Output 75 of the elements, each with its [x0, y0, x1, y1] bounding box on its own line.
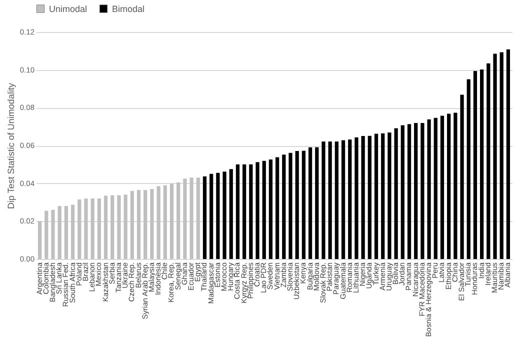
- bar: [64, 206, 68, 259]
- bar: [190, 178, 194, 259]
- bar: [104, 196, 108, 259]
- bar: [275, 157, 280, 259]
- bar: [315, 147, 319, 259]
- bar: [156, 186, 160, 259]
- bar: [486, 63, 490, 259]
- bar: [229, 169, 233, 259]
- bar: [130, 190, 134, 259]
- bar: [341, 140, 346, 259]
- bar: [308, 147, 312, 259]
- bar: [388, 132, 392, 259]
- bar: [84, 198, 88, 259]
- bar: [427, 119, 431, 259]
- bar: [256, 162, 260, 259]
- bar: [78, 199, 82, 259]
- bar: [394, 128, 398, 259]
- bar: [407, 124, 412, 259]
- bar: [117, 195, 121, 259]
- bar: [473, 70, 478, 259]
- bar: [124, 194, 128, 259]
- bar: [97, 198, 101, 259]
- bar: [447, 114, 451, 259]
- bar: [420, 122, 424, 259]
- bar: [400, 125, 404, 259]
- bar: [282, 154, 286, 259]
- bar: [295, 150, 299, 259]
- bar: [381, 133, 385, 259]
- bar: [144, 190, 148, 259]
- bar: [51, 210, 55, 259]
- legend-label: Bimodal: [112, 4, 145, 14]
- legend-label: Unimodal: [49, 4, 88, 14]
- bar: [210, 174, 214, 259]
- bar: [288, 152, 292, 259]
- bar: [506, 49, 510, 259]
- bar: [176, 182, 180, 259]
- y-axis-title: Dip Test Statistic of Unimodality: [6, 82, 16, 209]
- bar: [150, 189, 154, 259]
- bar: [183, 178, 187, 259]
- bar: [354, 137, 358, 259]
- bar: [493, 54, 497, 259]
- bar: [374, 134, 378, 259]
- bar: [170, 184, 174, 259]
- bar: [236, 164, 240, 259]
- bar: [262, 160, 266, 259]
- bar: [249, 164, 253, 259]
- bar: [202, 176, 207, 259]
- bar: [466, 79, 470, 259]
- bar: [90, 198, 94, 259]
- bar: [268, 160, 273, 259]
- bar: [454, 112, 458, 259]
- bar: [302, 150, 306, 259]
- bar: [440, 116, 444, 259]
- bar: [44, 210, 48, 259]
- bar: [348, 139, 352, 259]
- bar: [368, 136, 372, 259]
- bar: [196, 178, 200, 259]
- bar: [58, 206, 62, 259]
- bar: [460, 94, 464, 259]
- bar: [322, 142, 326, 259]
- bar: [136, 190, 141, 259]
- bar: [163, 185, 167, 259]
- bar: [500, 52, 504, 259]
- bar: [110, 195, 114, 259]
- bar: [361, 136, 365, 259]
- bar: [480, 69, 484, 259]
- bar: [242, 164, 246, 259]
- bar: [38, 221, 42, 259]
- bar: [328, 142, 332, 259]
- bar: [216, 172, 220, 259]
- bar: [70, 204, 75, 259]
- bar: [334, 142, 338, 259]
- bar: [222, 172, 226, 259]
- bar: [434, 118, 438, 259]
- bar: [414, 122, 418, 259]
